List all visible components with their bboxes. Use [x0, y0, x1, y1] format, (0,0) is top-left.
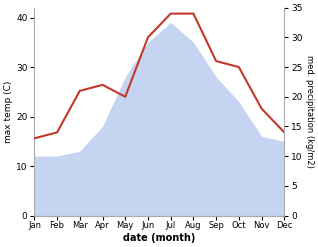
X-axis label: date (month): date (month) — [123, 233, 196, 243]
Y-axis label: med. precipitation (kg/m2): med. precipitation (kg/m2) — [305, 55, 314, 168]
Y-axis label: max temp (C): max temp (C) — [4, 80, 13, 143]
